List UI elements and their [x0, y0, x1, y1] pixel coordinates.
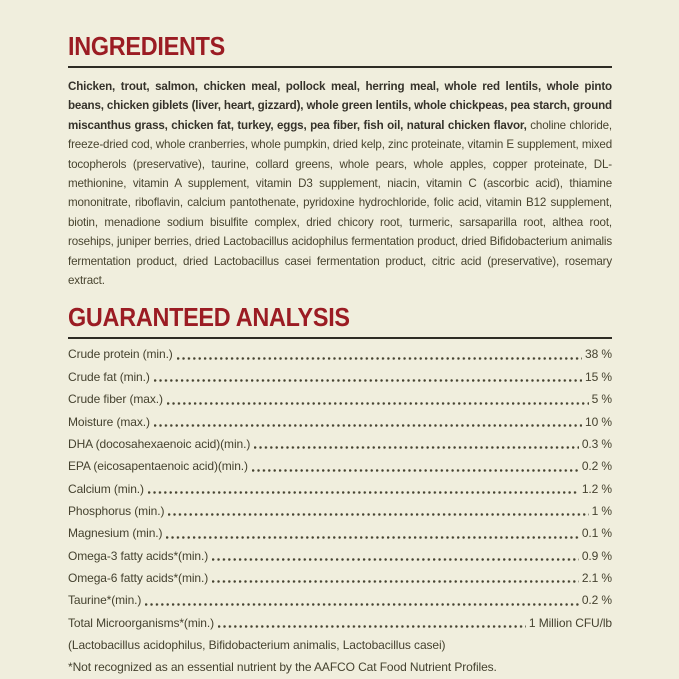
- dot-leader: [166, 401, 589, 405]
- analysis-row: Crude fat (min.) 15 %: [68, 366, 612, 388]
- dot-leader: [218, 624, 526, 628]
- analysis-row: Calcium (min.) 1.2 %: [68, 478, 612, 500]
- nutrient-value: 2.1 %: [581, 570, 612, 585]
- nutrient-value: 0.2 %: [581, 459, 612, 474]
- nutrient-value: 0.1 %: [581, 526, 612, 541]
- nutrient-name: Magnesium (min.): [68, 526, 163, 541]
- nutrient-value: 10 %: [585, 414, 612, 429]
- nutrient-value: 0.9 %: [581, 548, 612, 563]
- analysis-row: Crude fiber (max.) 5 %: [68, 388, 612, 410]
- nutrient-name: EPA (eicosapentaenoic acid)(min.): [68, 459, 248, 474]
- nutrient-value: 0.2 %: [581, 593, 612, 608]
- dot-leader: [212, 580, 579, 584]
- ingredients-heading: INGREDIENTS: [68, 31, 225, 61]
- dot-leader: [147, 490, 579, 494]
- analysis-row: Crude protein (min.) 38 %: [68, 343, 612, 365]
- nutrient-name: Moisture (max.): [68, 414, 150, 429]
- nutrient-value: 38 %: [585, 347, 612, 362]
- nutrient-name: Crude protein (min.): [68, 347, 173, 362]
- ingredients-secondary-list: choline chloride, freeze-dried cod, whol…: [68, 118, 612, 288]
- dot-leader: [145, 602, 579, 606]
- nutrient-value: 1 Million CFU/lb: [528, 615, 612, 630]
- nutrient-value: 15 %: [585, 369, 612, 384]
- nutrient-value: 0.3 %: [581, 436, 612, 451]
- aafco-footnote: *Not recognized as an essential nutrient…: [68, 660, 497, 675]
- analysis-row: DHA (docosahexaenoic acid)(min.) 0.3 %: [68, 433, 612, 455]
- analysis-row: Taurine*(min.) 0.2 %: [68, 589, 612, 611]
- microorganisms-species-note: (Lactobacillus acidophilus, Bifidobacter…: [68, 637, 446, 652]
- ingredients-paragraph: Chicken, trout, salmon, chicken meal, po…: [68, 77, 612, 290]
- ingredients-section: INGREDIENTS Chicken, trout, salmon, chic…: [68, 33, 612, 290]
- nutrient-value: 1.2 %: [581, 481, 612, 496]
- nutrient-value: 1 %: [591, 503, 612, 518]
- nutrient-name: Total Microorganisms*(min.): [68, 615, 214, 630]
- nutrient-name: Phosphorus (min.): [68, 503, 165, 518]
- guaranteed-analysis-heading-rule: [68, 337, 612, 340]
- nutrient-name: Taurine*(min.): [68, 593, 142, 608]
- analysis-row: Phosphorus (min.) 1 %: [68, 500, 612, 522]
- dot-leader: [153, 379, 583, 383]
- nutrient-name: DHA (docosahexaenoic acid)(min.): [68, 436, 251, 451]
- guaranteed-analysis-table: Crude protein (min.) 38 % Crude fat (min…: [68, 343, 612, 633]
- dot-leader: [254, 446, 579, 450]
- ingredients-primary-list: Chicken, trout, salmon, chicken meal, po…: [68, 80, 612, 132]
- dot-leader: [166, 535, 579, 539]
- analysis-row: Omega-6 fatty acids*(min.) 2.1 %: [68, 567, 612, 589]
- analysis-row: Moisture (max.) 10 %: [68, 411, 612, 433]
- dot-leader: [212, 557, 579, 561]
- ingredients-heading-rule: [68, 66, 612, 68]
- nutrient-name: Omega-3 fatty acids*(min.): [68, 548, 209, 563]
- dot-leader: [176, 356, 583, 360]
- analysis-row: Omega-3 fatty acids*(min.) 0.9 %: [68, 545, 612, 567]
- dot-leader: [251, 468, 579, 472]
- nutrient-name: Crude fat (min.): [68, 369, 150, 384]
- nutrient-name: Omega-6 fatty acids*(min.): [68, 570, 209, 585]
- dot-leader: [168, 513, 589, 517]
- analysis-row: Total Microorganisms*(min.) 1 Million CF…: [68, 612, 612, 634]
- analysis-row: Magnesium (min.) 0.1 %: [68, 522, 612, 544]
- guaranteed-analysis-section: GUARANTEED ANALYSIS Crude protein (min.)…: [68, 304, 612, 678]
- guaranteed-analysis-heading: GUARANTEED ANALYSIS: [68, 302, 350, 333]
- nutrient-value: 5 %: [591, 392, 612, 407]
- nutrient-name: Calcium (min.): [68, 481, 144, 496]
- nutrient-name: Crude fiber (max.): [68, 392, 163, 407]
- analysis-row: EPA (eicosapentaenoic acid)(min.) 0.2 %: [68, 455, 612, 477]
- dot-leader: [153, 423, 583, 427]
